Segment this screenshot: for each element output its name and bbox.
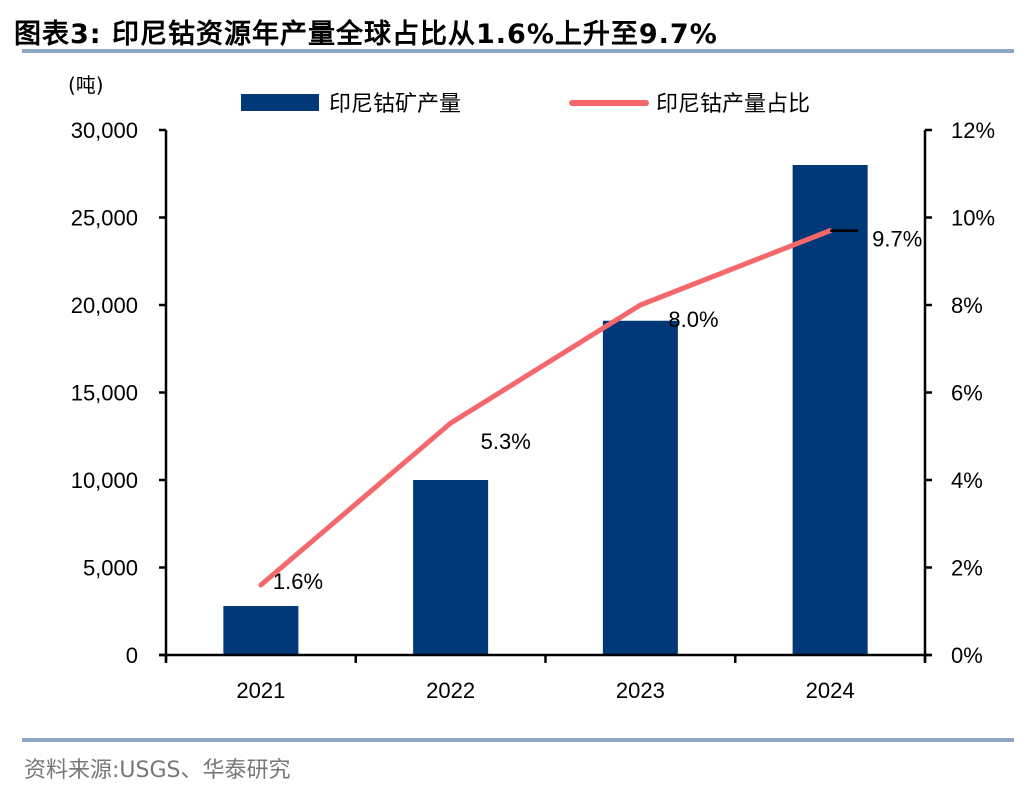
- legend-swatch-bar: [241, 94, 319, 111]
- y-left-tick-label: 20,000: [71, 293, 138, 318]
- legend-label-bar: 印尼钴矿产量: [329, 92, 461, 117]
- x-tick-label: 2022: [426, 678, 475, 703]
- y-right-tick-label: 8%: [951, 293, 983, 318]
- data-label-2021: 1.6%: [273, 569, 323, 594]
- data-label-2022: 5.3%: [481, 429, 531, 454]
- bar-2023: [602, 320, 678, 655]
- bar-2021: [223, 606, 299, 655]
- data-label-2024: 9.7%: [872, 227, 922, 252]
- bar-2022: [413, 480, 489, 655]
- x-tick-label: 2021: [236, 678, 285, 703]
- x-tick-label: 2024: [806, 678, 855, 703]
- legend-label-line: 印尼钴产量占比: [656, 92, 810, 117]
- legend: 印尼钴矿产量 印尼钴产量占比: [241, 92, 810, 117]
- y-left-tick-label: 15,000: [71, 381, 138, 406]
- y-left-tick-label: 25,000: [71, 206, 138, 231]
- y-right-tick-label: 10%: [951, 206, 995, 231]
- y-right-tick-label: 6%: [951, 381, 983, 406]
- y-right-tick-label: 4%: [951, 468, 983, 493]
- y-left-tick-label: 10,000: [71, 468, 138, 493]
- y-left-unit-label: (吨): [68, 73, 104, 97]
- y-left-tick-label: 30,000: [71, 118, 138, 143]
- footer-divider: [22, 738, 1014, 742]
- y-right-tick-label: 2%: [951, 556, 983, 581]
- data-label-2023: 8.0%: [668, 307, 718, 332]
- labels: 1.6% 5.3% 8.0% 9.7%: [273, 227, 922, 594]
- axes: 0 5,000 10,000 15,000 20,000 25,000 30,000 0% 2%…: [68, 73, 995, 703]
- y-left-tick-label: 5,000: [83, 556, 138, 581]
- title-divider: [22, 49, 1014, 53]
- chart-title: 图表3: 印尼钴资源年产量全球占比从1.6%上升至9.7%: [14, 19, 718, 50]
- x-tick-label: 2023: [616, 678, 665, 703]
- y-right-tick-label: 12%: [951, 118, 995, 143]
- y-right-tick-label: 0%: [951, 643, 983, 668]
- bar-2024: [792, 165, 868, 655]
- line-series: [258, 228, 833, 588]
- bar-series: [223, 165, 868, 655]
- share-line: [258, 228, 833, 588]
- source-note: 资料来源:USGS、华泰研究: [24, 758, 291, 783]
- y-left-tick-label: 0: [126, 643, 138, 668]
